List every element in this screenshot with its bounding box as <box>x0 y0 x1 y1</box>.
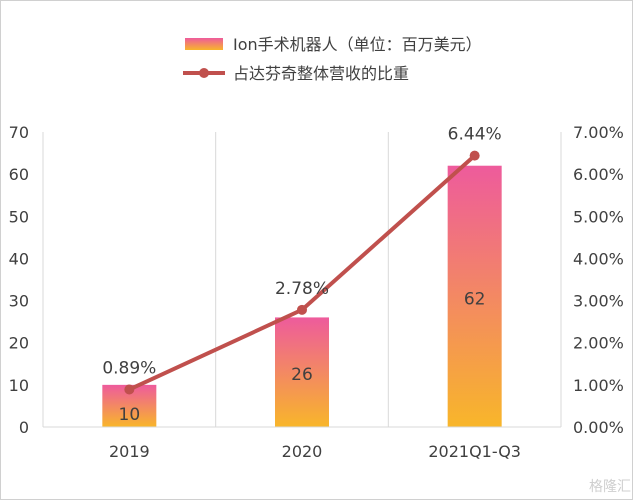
line-data-label: 0.89% <box>102 358 156 378</box>
right-axis-tick-label: 4.00% <box>573 249 624 268</box>
legend-swatch-bar <box>185 38 223 50</box>
right-axis-tick-label: 3.00% <box>573 292 624 311</box>
left-axis-tick-label: 20 <box>9 334 29 353</box>
right-axis-tick-label: 5.00% <box>573 207 624 226</box>
left-axis-tick-label: 70 <box>9 123 29 142</box>
right-axis-tick-label: 2.00% <box>573 334 624 353</box>
legend-marker <box>199 68 209 78</box>
left-axis-tick-label: 10 <box>9 376 29 395</box>
legend-label-bar: Ion手术机器人（单位：百万美元） <box>233 35 482 54</box>
right-axis-tick-label: 0.00% <box>573 418 624 437</box>
right-axis-tick-label: 1.00% <box>573 376 624 395</box>
watermark-logo: 格隆汇 <box>589 479 631 495</box>
line-data-label: 2.78% <box>275 279 329 299</box>
line-point <box>469 150 480 161</box>
left-axis-tick-label: 0 <box>19 418 29 437</box>
bar-data-label: 62 <box>464 289 486 309</box>
line-data-label: 6.44% <box>448 125 502 145</box>
bar <box>447 165 502 427</box>
bar <box>275 317 329 427</box>
left-axis-tick-label: 50 <box>9 207 29 226</box>
right-axis-tick-label: 6.00% <box>573 165 624 184</box>
left-axis-tick-label: 60 <box>9 165 29 184</box>
x-axis-tick-label: 2020 <box>282 442 323 461</box>
right-axis-tick-label: 7.00% <box>573 123 624 142</box>
line-point <box>297 304 307 315</box>
x-axis-tick-label: 2019 <box>109 442 150 461</box>
left-axis-tick-label: 40 <box>9 249 29 268</box>
x-axis-tick-label: 2021Q1-Q3 <box>428 442 521 461</box>
legend-label-line: 占达芬奇整体营收的比重 <box>233 64 409 83</box>
line-point <box>124 384 135 395</box>
left-axis-tick-label: 30 <box>9 292 29 311</box>
bar-data-label: 26 <box>291 365 313 385</box>
bar-data-label: 10 <box>119 405 141 425</box>
